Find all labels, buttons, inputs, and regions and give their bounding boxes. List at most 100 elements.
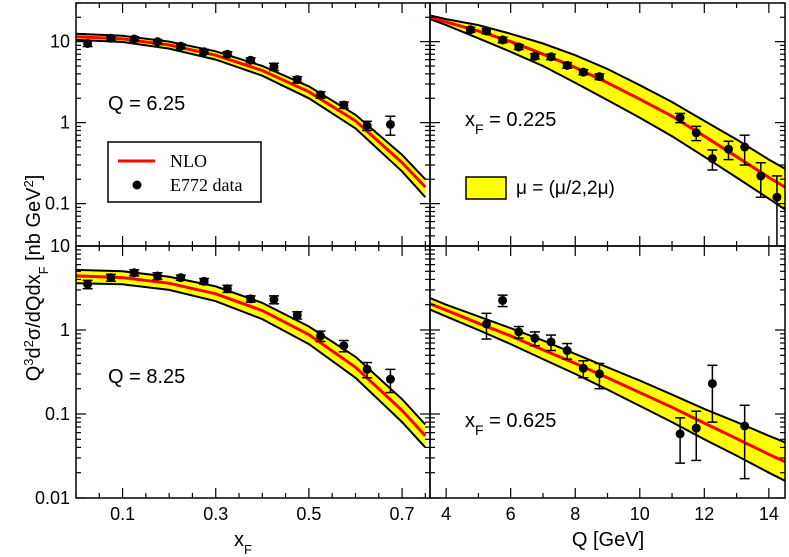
x-axis-title-left: xF <box>234 529 252 557</box>
data-point <box>498 295 508 305</box>
data-point <box>362 364 372 374</box>
legend-data-label: E772 data <box>170 175 242 195</box>
y-tick-label: 0.1 <box>45 194 70 214</box>
x-tick-label: 4 <box>441 504 451 524</box>
legend-nlo-label: NLO <box>170 151 207 171</box>
data-point <box>129 268 139 278</box>
data-point <box>199 276 209 286</box>
nlo-line <box>430 302 785 464</box>
data-point <box>292 310 302 320</box>
data-point <box>129 34 139 44</box>
plot-area <box>76 32 427 198</box>
data-point <box>756 171 766 181</box>
data-point <box>740 421 750 431</box>
band-upper-edge <box>430 297 785 444</box>
data-point <box>362 121 372 131</box>
y-tick-label: 10 <box>50 32 70 52</box>
x-tick-label: 14 <box>759 504 779 524</box>
data-point <box>465 25 475 35</box>
data-point <box>691 128 701 138</box>
panel-annotation: xF = 0.625 <box>465 410 556 438</box>
data-point <box>222 49 232 59</box>
data-point <box>246 55 256 65</box>
nlo-line <box>76 274 427 437</box>
data-point <box>83 38 93 48</box>
legend-box <box>107 141 262 203</box>
y-tick-label: 1 <box>60 320 70 340</box>
band-lower-edge <box>76 38 427 198</box>
legend: NLO E772 data <box>107 141 262 203</box>
y-axis-title: Q3d2σ/dQdxF [nb GeV2] <box>21 175 51 382</box>
band-lower-edge <box>430 18 785 211</box>
data-point <box>514 327 524 337</box>
data-point <box>578 67 588 77</box>
panel-bottom-left: 0.01 0.1 1 10 0.1 0.3 0.5 0.7 Q = 8.25 <box>35 236 431 524</box>
band-legend: μ = (μ/2,2μ) <box>465 176 615 200</box>
data-point <box>594 72 604 82</box>
x-tick-label: 6 <box>506 504 516 524</box>
panel-annotation: Q = 8.25 <box>108 366 185 388</box>
data-point <box>106 273 116 283</box>
data-point <box>176 41 186 51</box>
data-point <box>498 35 508 45</box>
data-point <box>153 37 163 47</box>
data-point <box>339 341 349 351</box>
data-point <box>246 294 256 304</box>
panel-top-right: xF = 0.225 <box>429 2 786 247</box>
x-tick-label: 0.3 <box>203 504 228 524</box>
x-tick-label: 0.7 <box>390 504 415 524</box>
y-tick-label: 1 <box>60 113 70 133</box>
x-tick-label: 12 <box>694 504 714 524</box>
band-lower-edge <box>76 282 427 449</box>
data-point <box>176 273 186 283</box>
data-point <box>199 47 209 57</box>
data-point <box>385 374 395 384</box>
panel-bottom-right: 4 6 8 10 12 14 xF = 0.625 <box>429 245 786 524</box>
data-point <box>578 363 588 373</box>
data-point <box>562 60 572 70</box>
legend-data-marker <box>132 180 142 190</box>
data-point <box>707 154 717 164</box>
y-tick-label: 10 <box>50 236 70 256</box>
x-axis-title-right: Q [GeV] <box>572 529 644 551</box>
plot-area <box>430 294 785 482</box>
data-point <box>269 295 279 305</box>
panel-top-left: 0.1 1 10 Q = 6.25 <box>45 2 431 247</box>
data-point <box>481 26 491 36</box>
band-upper-edge <box>76 268 427 426</box>
data-point <box>707 379 717 389</box>
data-point <box>269 62 279 72</box>
data-point <box>153 271 163 281</box>
data-point <box>83 279 93 289</box>
data-point <box>675 429 685 439</box>
panel-annotation: Q = 6.25 <box>108 93 185 115</box>
x-tick-label: 10 <box>630 504 650 524</box>
x-tick-label: 0.5 <box>296 504 321 524</box>
data-point <box>530 333 540 343</box>
data-point <box>546 52 556 62</box>
band-legend-label: μ = (μ/2,2μ) <box>516 178 615 199</box>
data-point <box>594 369 604 379</box>
data-point <box>385 119 395 129</box>
data-point <box>292 75 302 85</box>
data-point <box>546 337 556 347</box>
data-point <box>316 331 326 341</box>
x-tick-label: 0.1 <box>110 504 135 524</box>
data-point <box>106 33 116 43</box>
plot-area <box>430 14 785 246</box>
y-tick-label: 0.01 <box>35 488 70 508</box>
data-point <box>530 51 540 61</box>
data-point <box>740 142 750 152</box>
band-legend-swatch <box>465 176 507 200</box>
data-point <box>675 113 685 123</box>
data-point <box>481 319 491 329</box>
panel-annotation: xF = 0.225 <box>465 109 556 137</box>
data-point <box>724 144 734 154</box>
nlo-line <box>430 15 785 189</box>
band-lower-edge <box>430 308 785 482</box>
data-point <box>339 100 349 110</box>
plot-area <box>76 268 427 449</box>
data-point <box>514 42 524 52</box>
band-upper-edge <box>430 14 785 170</box>
